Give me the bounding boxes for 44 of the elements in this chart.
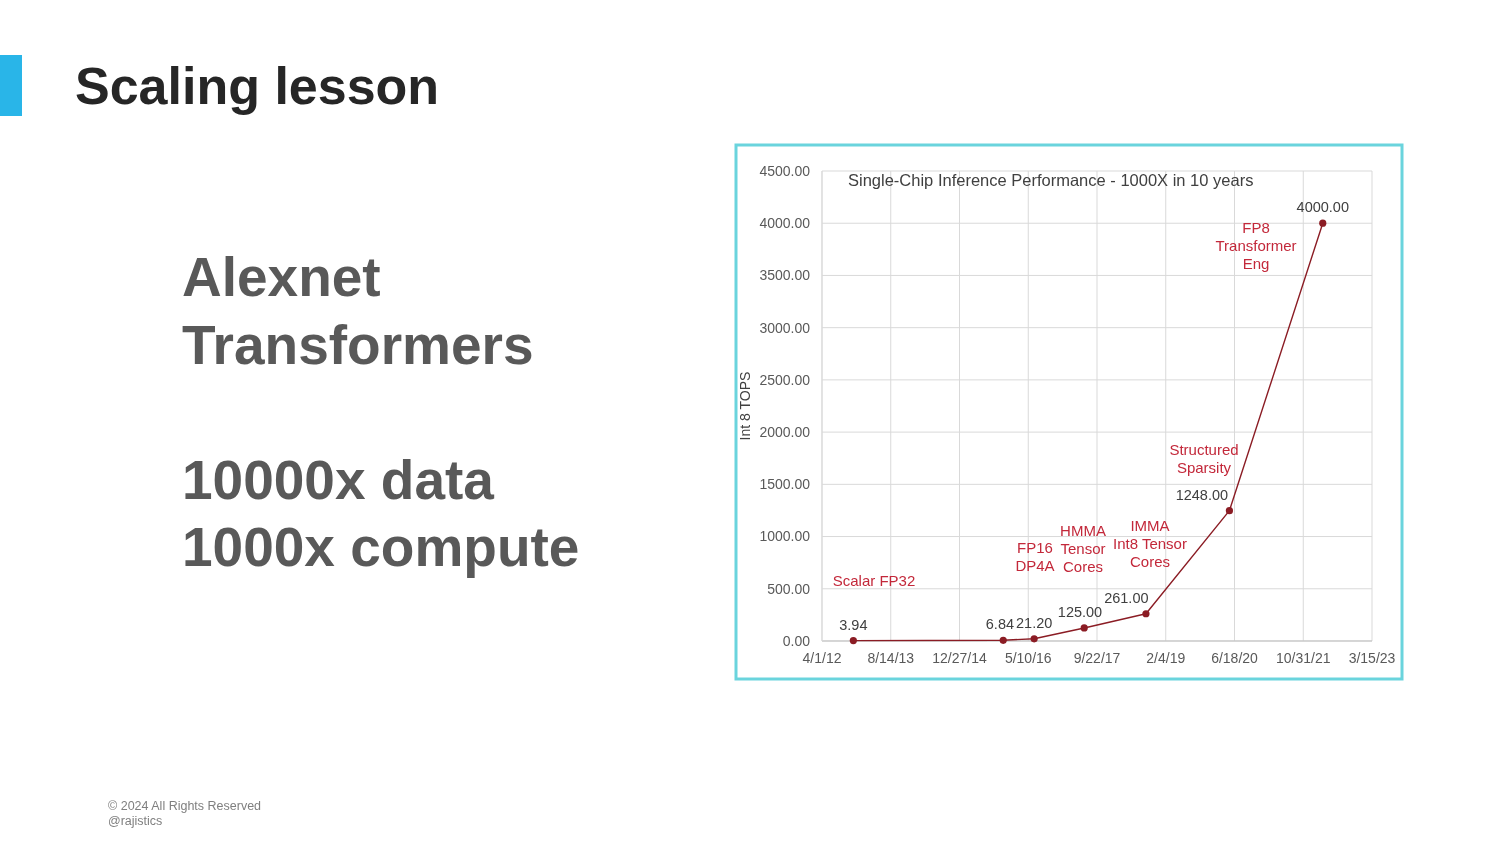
- data-label: 1248.00: [1175, 486, 1229, 503]
- point: [1142, 610, 1150, 618]
- annotation: IMMA Int8 Tensor Cores: [1113, 516, 1187, 570]
- y-tick-label: 3000.00: [759, 319, 811, 336]
- x-tick-label: 8/14/13: [867, 650, 915, 666]
- point: [1225, 507, 1234, 515]
- y-tick-label: 1000.00: [759, 528, 811, 545]
- x-tick-label: 3/15/23: [1348, 650, 1396, 666]
- point: [1080, 624, 1088, 632]
- annotation: FP8 Transformer Eng: [1215, 219, 1297, 273]
- point: [1030, 635, 1038, 643]
- y-axis-title: Int 8 TOPS: [737, 371, 753, 441]
- data-label: 261.00: [1104, 589, 1149, 606]
- y-tick-label: 2500.00: [759, 371, 811, 388]
- annotation: FP16 DP4A: [1015, 539, 1055, 575]
- x-tick-label: 5/10/16: [1004, 650, 1052, 666]
- data-label: 6.84: [985, 616, 1015, 633]
- y-tick-label: 500.00: [767, 580, 811, 597]
- data-label: 125.00: [1057, 603, 1103, 620]
- text: Alexnet Transformers 10000x data 1000x compute: [182, 246, 580, 578]
- point: [1319, 219, 1327, 227]
- y-tick-label: 0.00: [782, 632, 811, 649]
- data-label: 21.20: [1016, 614, 1053, 631]
- x-tick-label: 2/4/19: [1146, 650, 1186, 666]
- annotation: HMMA Tensor Cores: [1060, 522, 1106, 576]
- chart-title: Single-Chip Inference Performance - 1000X in 10 years: [848, 171, 1254, 189]
- point: [999, 636, 1007, 644]
- x-tick-label: 10/31/21: [1276, 650, 1331, 666]
- x-tick-label: 9/22/17: [1073, 650, 1121, 666]
- y-tick-label: 4500.00: [759, 162, 811, 179]
- text: © 2024 All Rights Reserved @rajistics: [108, 799, 262, 828]
- data-label: 3.94: [839, 616, 868, 633]
- point: [849, 636, 857, 645]
- annotation: Structured Sparsity: [1169, 440, 1239, 476]
- x-tick-label: 12/27/14: [932, 650, 987, 666]
- y-tick-label: 3500.00: [759, 267, 811, 284]
- y-tick-label: 2000.00: [759, 424, 811, 441]
- y-tick-label: 4000.00: [759, 215, 811, 232]
- y-tick-label: 1500.00: [759, 476, 811, 493]
- data-label: 4000.00: [1296, 199, 1349, 216]
- x-tick-label: 6/18/20: [1211, 650, 1259, 666]
- text: Scaling lesson: [75, 57, 440, 115]
- annotation: Scalar FP32: [832, 572, 916, 590]
- x-tick-label: 4/1/12: [802, 650, 842, 666]
